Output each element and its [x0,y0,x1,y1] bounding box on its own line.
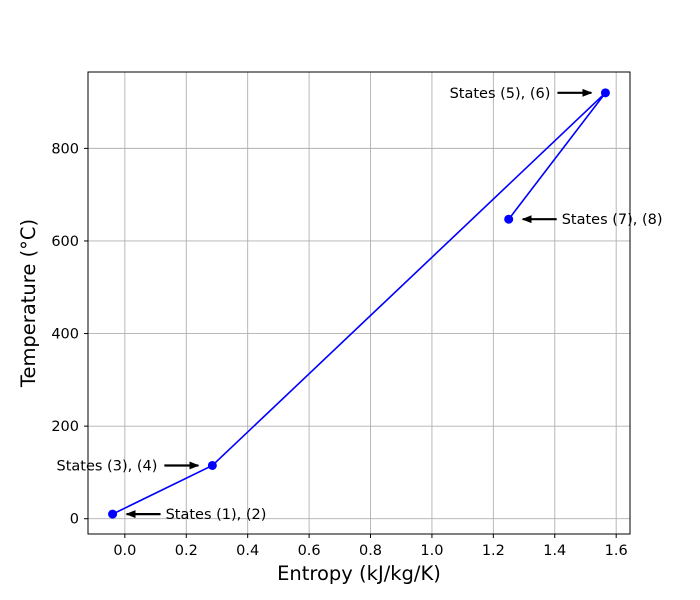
y-axis-title: Temperature (°C) [17,219,40,388]
plot-area [88,72,630,534]
data-point [207,460,217,470]
data-point [108,509,118,519]
annotations-layer: States (1), (2) States (3), (4) States (5)… [57,86,663,523]
grid-lines [88,72,630,534]
x-axis: 0.0 0.2 0.4 0.6 0.8 1.0 1.2 1.4 1.6 [113,534,628,559]
annotation-label: States (1), (2) [166,507,267,523]
x-tick-label: 0.8 [359,543,382,559]
annotation-label: States (5), (6) [450,86,551,102]
x-tick-label: 0.0 [113,543,136,559]
x-tick-label: 1.0 [420,543,443,559]
plot-frame [87,71,631,535]
x-tick-label: 1.4 [543,543,566,559]
y-tick-label: 600 [51,234,79,250]
x-tick-label: 0.4 [236,543,259,559]
y-tick-label: 0 [70,512,79,528]
x-axis-title: Entropy (kJ/kg/K) [277,562,441,585]
data-point [504,214,514,224]
series-line [112,92,607,515]
annotation-label: States (3), (4) [57,458,158,474]
x-tick-label: 1.2 [482,543,505,559]
annotation-label: States (7), (8) [562,212,663,228]
x-tick-label: 0.6 [298,543,321,559]
x-tick-label: 1.6 [605,543,628,559]
data-point [600,88,610,98]
y-tick-label: 200 [51,419,79,435]
x-tick-label: 0.2 [175,543,198,559]
series-layer [108,88,610,519]
y-axis: 0 200 400 600 800 [51,141,88,528]
y-tick-label: 800 [51,141,79,157]
y-tick-label: 400 [51,327,79,343]
